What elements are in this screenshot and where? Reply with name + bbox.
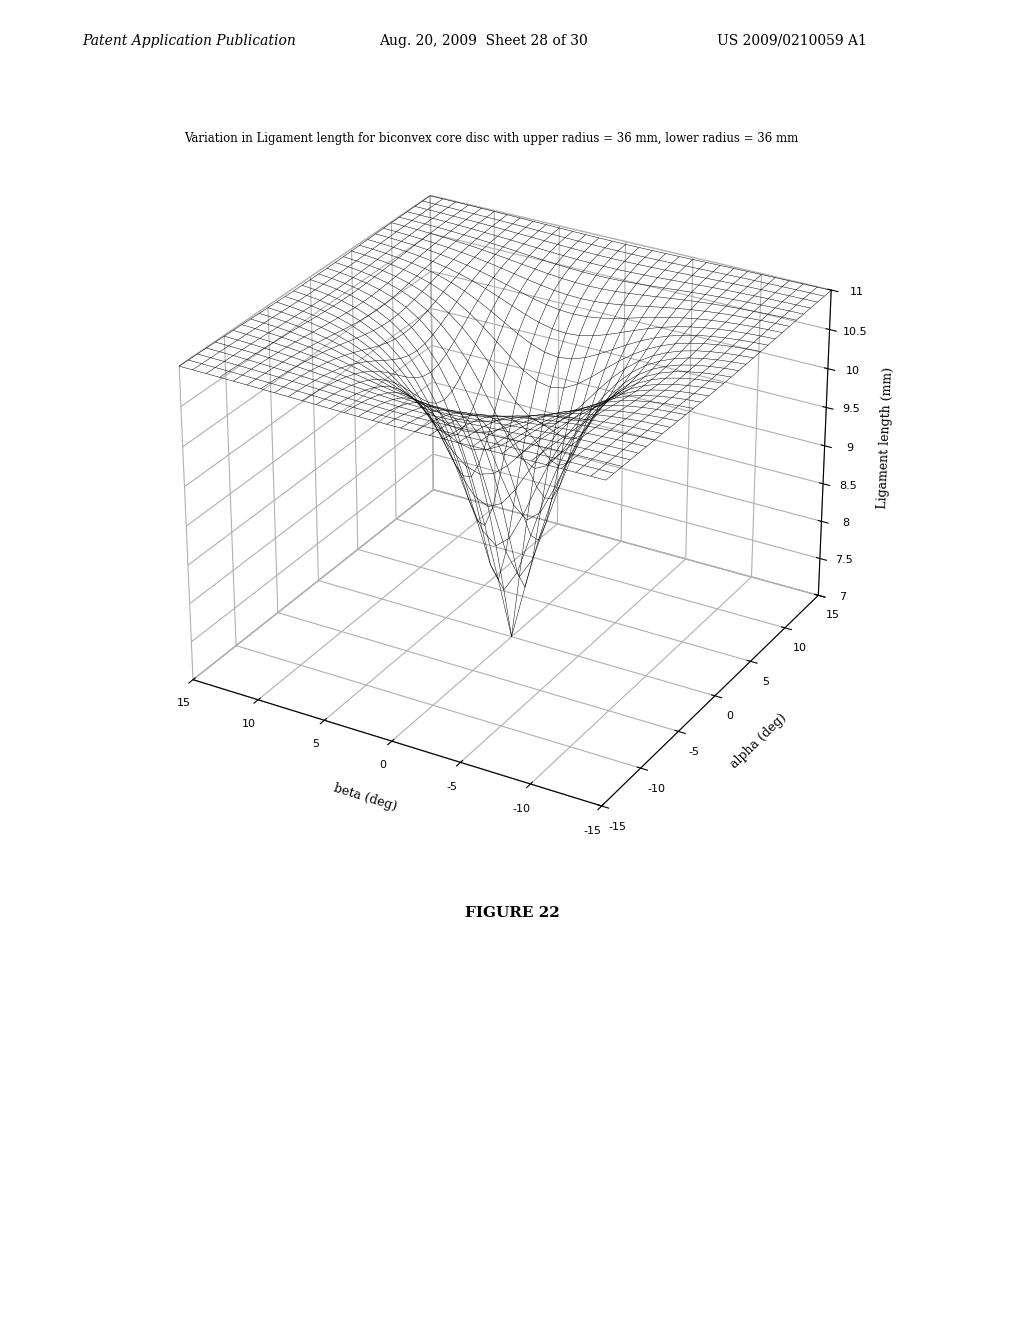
Text: Variation in Ligament length for biconvex core disc with upper radius = 36 mm, l: Variation in Ligament length for biconve… [184,132,799,145]
Text: Aug. 20, 2009  Sheet 28 of 30: Aug. 20, 2009 Sheet 28 of 30 [379,34,588,48]
Text: Patent Application Publication: Patent Application Publication [82,34,296,48]
X-axis label: beta (deg): beta (deg) [333,781,398,813]
Text: US 2009/0210059 A1: US 2009/0210059 A1 [717,34,866,48]
Text: FIGURE 22: FIGURE 22 [465,907,559,920]
Y-axis label: alpha (deg): alpha (deg) [728,711,790,771]
